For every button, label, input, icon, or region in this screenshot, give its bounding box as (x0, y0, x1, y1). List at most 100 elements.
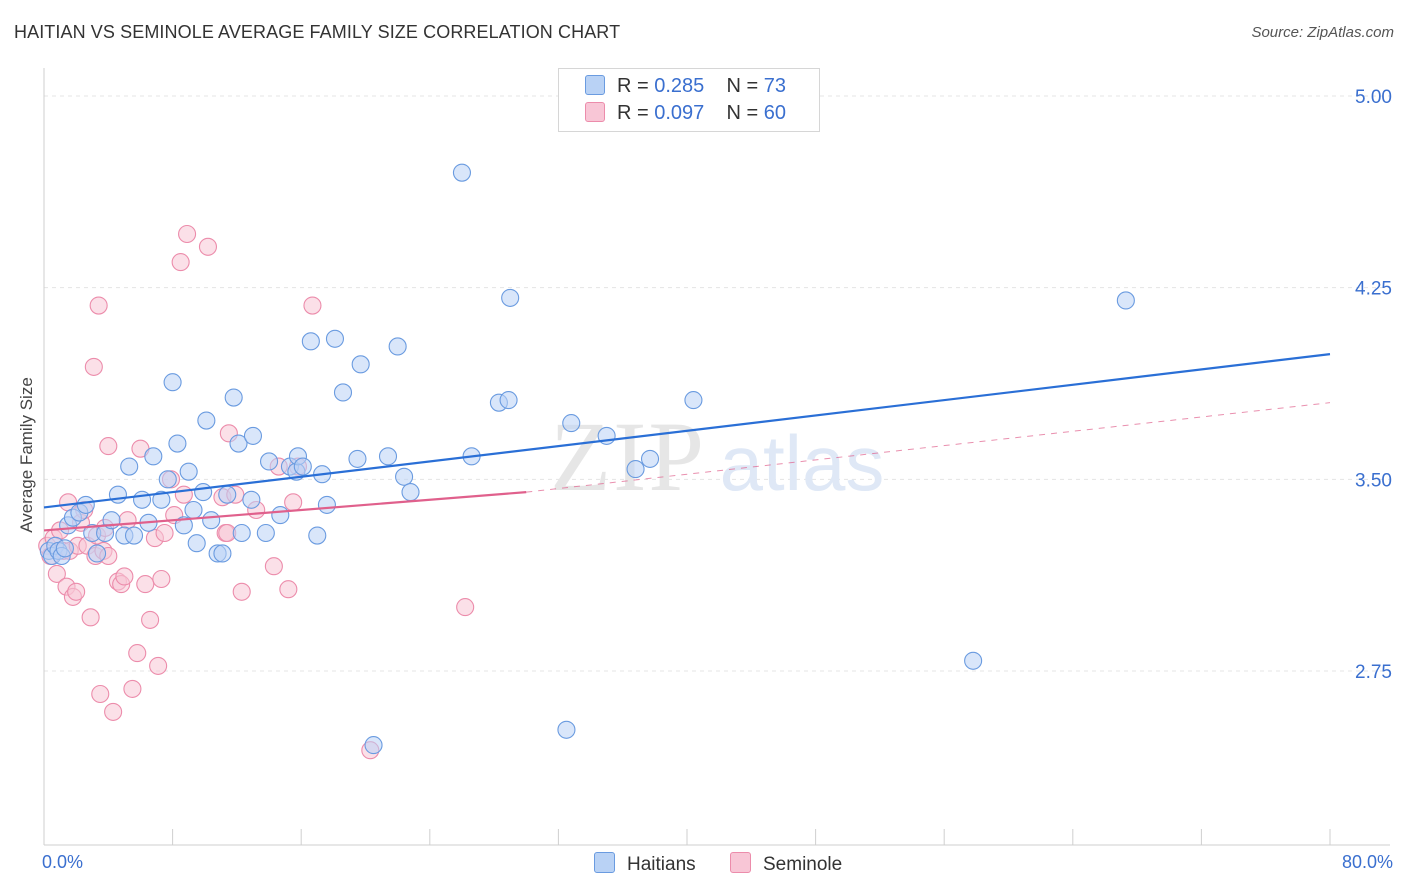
legend-n-seminole: 60 (763, 102, 787, 124)
data-point-haitians (87, 544, 107, 563)
data-point-haitians (351, 355, 370, 374)
data-point-haitians (168, 434, 187, 453)
x-axis-max-label: 80.0% (1341, 852, 1393, 872)
data-point-haitians (224, 388, 243, 407)
y-axis-label: Average Family Size (17, 377, 36, 533)
data-point-haitians (499, 391, 518, 410)
data-point-haitians (501, 288, 520, 307)
data-point-haitians (197, 411, 216, 430)
data-point-haitians (213, 544, 232, 563)
legend-r-seminole: 0.097 (654, 102, 705, 124)
data-point-seminole (155, 523, 174, 543)
bottom-legend-seminole: Seminole (730, 852, 842, 876)
data-point-seminole (232, 582, 251, 601)
data-point-haitians (378, 447, 398, 466)
data-point-haitians (194, 483, 213, 502)
legend-r-haitians: 0.285 (654, 75, 705, 97)
gridlines (44, 95, 1390, 672)
y-tick-label: 4.25 (1355, 279, 1392, 300)
data-point-seminole (47, 564, 66, 583)
data-point-haitians (174, 516, 193, 535)
y-tick-label: 3.50 (1355, 470, 1392, 491)
data-point-haitians (640, 449, 660, 468)
data-points (38, 163, 1135, 760)
data-point-seminole (89, 296, 108, 315)
data-point-haitians (152, 490, 171, 509)
data-point-haitians (395, 467, 414, 486)
data-point-seminole (149, 656, 168, 675)
data-point-haitians (271, 506, 290, 525)
data-point-seminole (81, 608, 100, 627)
data-point-haitians (308, 526, 327, 545)
y-tick-label: 2.75 (1355, 662, 1392, 683)
data-point-haitians (964, 651, 983, 670)
legend-r-label: R = (617, 75, 649, 97)
data-point-haitians (348, 449, 367, 468)
bottom-legend-swatch-haitians (594, 852, 615, 873)
data-point-seminole (67, 582, 86, 601)
data-point-seminole (141, 610, 160, 629)
data-point-haitians (108, 485, 127, 504)
axes (43, 68, 1390, 846)
legend-swatch-haitians (585, 75, 605, 95)
data-point-haitians (401, 483, 420, 502)
data-point-seminole (174, 485, 193, 504)
data-point-haitians (120, 457, 139, 476)
data-point-haitians (557, 720, 576, 739)
legend-row-haitians: R = 0.285 N = 73 (585, 75, 786, 99)
legend-n-haitians: 73 (763, 75, 787, 97)
data-point-haitians (293, 457, 312, 476)
data-point-seminole (136, 575, 155, 594)
watermark-atlas: atlas (720, 419, 885, 507)
data-point-seminole (264, 557, 283, 576)
data-point-seminole (123, 679, 142, 698)
data-point-seminole (279, 580, 298, 599)
data-point-haitians (256, 523, 275, 543)
data-point-haitians (317, 495, 336, 514)
data-point-haitians (242, 490, 261, 509)
bottom-legend-label-seminole: Seminole (763, 854, 843, 875)
data-point-haitians (232, 523, 251, 543)
data-point-seminole (152, 569, 171, 589)
y-tick-label: 5.00 (1355, 87, 1392, 108)
data-point-haitians (218, 485, 237, 504)
data-point-seminole (198, 237, 218, 256)
legend-row-seminole: R = 0.097 N = 60 (585, 102, 786, 126)
data-point-haitians (133, 490, 152, 509)
data-point-seminole (178, 224, 197, 244)
data-point-haitians (124, 526, 144, 545)
legend-n-label: N = (726, 102, 759, 124)
chart-title: HAITIAN VS SEMINOLE AVERAGE FAMILY SIZE … (14, 22, 621, 42)
data-point-haitians (179, 462, 198, 481)
data-point-haitians (301, 332, 320, 351)
data-point-seminole (91, 684, 110, 704)
data-point-seminole (104, 702, 123, 721)
data-point-haitians (333, 383, 353, 402)
trend-line-haitians (43, 353, 1331, 509)
legend: R = 0.285 N = 73 R = 0.097 N = 60 (558, 68, 820, 132)
trend-line-dashed-seminole (526, 402, 1331, 493)
data-point-seminole (84, 357, 103, 376)
data-point-haitians (1116, 291, 1135, 310)
legend-r-label: R = (617, 102, 649, 124)
data-point-seminole (456, 598, 475, 617)
data-point-seminole (118, 511, 137, 530)
data-point-seminole (128, 644, 147, 663)
data-point-haitians (202, 511, 221, 530)
bottom-legend-swatch-seminole (730, 852, 751, 873)
data-point-haitians (562, 414, 581, 433)
trend-lines (43, 353, 1331, 532)
data-point-seminole (115, 567, 134, 586)
bottom-legend-haitians: Haitians (594, 852, 696, 876)
data-point-haitians (364, 736, 383, 755)
data-point-seminole (284, 493, 303, 512)
legend-n-label: N = (726, 75, 759, 97)
data-point-haitians (243, 426, 263, 445)
data-point-haitians (452, 163, 472, 182)
legend-swatch-seminole (585, 102, 605, 122)
data-point-seminole (303, 296, 322, 315)
data-point-haitians (684, 391, 703, 410)
y-tick-labels: 2.75 3.50 4.25 5.00 (1355, 87, 1392, 683)
data-point-haitians (187, 534, 206, 553)
